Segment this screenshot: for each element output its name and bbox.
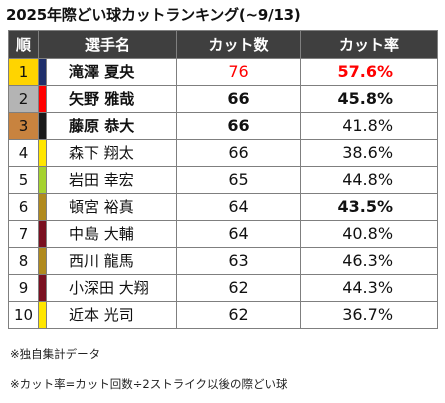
- header-row: 順 選手名 カット数 カット率: [8, 30, 439, 59]
- cut-rate: 40.8%: [300, 220, 439, 248]
- team-color-strip: [38, 274, 47, 302]
- ranking-rows: 1 滝澤 夏央 76 57.6% 2 矢野 雅哉 66 45.8% 3 藤原 恭大 66 41.8% 4…: [8, 58, 439, 329]
- table-row: 10 近本 光司 62 36.7%: [8, 301, 439, 329]
- header-rate: カット率: [300, 30, 439, 59]
- cut-rate: 44.3%: [300, 274, 439, 302]
- ranking-title: 2025年際どい球カットランキング(~9/13): [6, 6, 301, 24]
- team-color-strip: [38, 301, 47, 329]
- cut-count: 62: [176, 301, 302, 329]
- rank-cell: 9: [8, 274, 39, 302]
- table-row: 5 岩田 幸宏 65 44.8%: [8, 166, 439, 194]
- cut-count: 64: [176, 193, 302, 221]
- table-row: 2 矢野 雅哉 66 45.8%: [8, 85, 439, 113]
- table-row: 8 西川 龍馬 63 46.3%: [8, 247, 439, 275]
- team-color-strip: [38, 220, 47, 248]
- player-name: 小深田 大翔: [45, 274, 178, 302]
- player-name: 森下 翔太: [45, 139, 178, 167]
- header-rank: 順: [8, 30, 39, 59]
- rank-cell: 5: [8, 166, 39, 194]
- team-color-strip: [38, 247, 47, 275]
- ranking-table: 順 選手名 カット数 カット率 1 滝澤 夏央 76 57.6% 2 矢野 雅哉 66 45.…: [8, 30, 439, 329]
- table-row: 6 頓宮 裕真 64 43.5%: [8, 193, 439, 221]
- header-cuts: カット数: [176, 30, 302, 59]
- table-row: 3 藤原 恭大 66 41.8%: [8, 112, 439, 140]
- team-color-strip: [38, 193, 47, 221]
- cut-count: 66: [176, 112, 302, 140]
- header-player: 選手名: [37, 30, 178, 59]
- cut-rate: 36.7%: [300, 301, 439, 329]
- cut-rate: 41.8%: [300, 112, 439, 140]
- player-name: 滝澤 夏央: [45, 58, 178, 86]
- team-color-strip: [38, 112, 47, 140]
- cut-rate: 43.5%: [300, 193, 439, 221]
- team-color-strip: [38, 166, 47, 194]
- cut-count: 66: [176, 139, 302, 167]
- rank-cell: 6: [8, 193, 39, 221]
- player-name: 中島 大輔: [45, 220, 178, 248]
- table-row: 4 森下 翔太 66 38.6%: [8, 139, 439, 167]
- rank-cell: 4: [8, 139, 39, 167]
- cut-count: 64: [176, 220, 302, 248]
- player-name: 近本 光司: [45, 301, 178, 329]
- team-color-strip: [38, 85, 47, 113]
- player-name: 岩田 幸宏: [45, 166, 178, 194]
- cut-rate: 44.8%: [300, 166, 439, 194]
- rank-cell: 2: [8, 85, 39, 113]
- cut-count: 76: [176, 58, 302, 86]
- team-color-strip: [38, 139, 47, 167]
- cut-count: 66: [176, 85, 302, 113]
- cut-rate: 57.6%: [300, 58, 439, 86]
- table-row: 1 滝澤 夏央 76 57.6%: [8, 58, 439, 86]
- rank-cell: 3: [8, 112, 39, 140]
- cut-rate: 38.6%: [300, 139, 439, 167]
- cut-count: 63: [176, 247, 302, 275]
- cut-rate: 46.3%: [300, 247, 439, 275]
- player-name: 頓宮 裕真: [45, 193, 178, 221]
- cut-count: 62: [176, 274, 302, 302]
- rank-cell: 1: [8, 58, 39, 86]
- table-row: 9 小深田 大翔 62 44.3%: [8, 274, 439, 302]
- player-name: 藤原 恭大: [45, 112, 178, 140]
- player-name: 矢野 雅哉: [45, 85, 178, 113]
- rank-cell: 10: [8, 301, 39, 329]
- note-source: ※独自集計データ: [10, 347, 101, 361]
- cut-rate: 45.8%: [300, 85, 439, 113]
- table-row: 7 中島 大輔 64 40.8%: [8, 220, 439, 248]
- rank-cell: 7: [8, 220, 39, 248]
- team-color-strip: [38, 58, 47, 86]
- cut-count: 65: [176, 166, 302, 194]
- player-name: 西川 龍馬: [45, 247, 178, 275]
- note-definition: ※カット率=カット回数÷2ストライク以後の際どい球: [10, 377, 288, 391]
- rank-cell: 8: [8, 247, 39, 275]
